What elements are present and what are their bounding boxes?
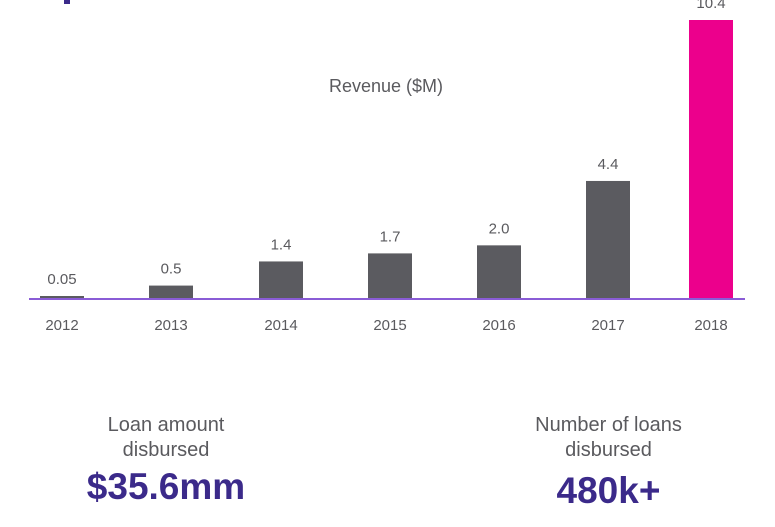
bar-2016 — [477, 245, 521, 299]
bars-layer — [40, 20, 733, 299]
revenue-bar-chart: Revenue ($M) 0.05 2012 0.5 2013 1.4 2014 1.7 20… — [29, 0, 745, 334]
bar-2014 — [259, 261, 303, 299]
x-tick-label-2015: 2015 — [373, 317, 406, 334]
stat-label-line2: disbursed — [122, 439, 210, 461]
bar-2012 — [40, 296, 84, 299]
stat-label-line2: disbursed — [565, 439, 652, 461]
x-tick-label-2012: 2012 — [45, 317, 78, 334]
bar-2018 — [689, 20, 733, 299]
stat-label-line1: Loan amount — [107, 414, 225, 436]
stat-loan-amount: Loan amount disbursed $35.6mm — [40, 413, 292, 509]
x-tick-label-2016: 2016 — [482, 317, 515, 334]
stat-value: $35.6mm — [86, 466, 246, 507]
x-tick-label-2014: 2014 — [264, 317, 297, 334]
data-label-2016: 2.0 — [489, 220, 510, 237]
x-tick-label-2018: 2018 — [694, 317, 727, 334]
bar-2013 — [149, 285, 193, 299]
stat-value: 480k+ — [556, 470, 661, 511]
bar-2017 — [586, 180, 630, 299]
data-label-2017: 4.4 — [598, 156, 619, 173]
bar-2015 — [368, 253, 412, 299]
data-label-2013: 0.5 — [161, 261, 182, 278]
x-tick-label-2017: 2017 — [591, 317, 624, 334]
stat-label-line1: Number of loans — [535, 414, 682, 436]
stat-number-of-loans: Number of loans disbursed 480k+ — [480, 413, 737, 513]
decorative-mark — [64, 0, 70, 4]
data-label-2015: 1.7 — [380, 228, 401, 245]
chart-title: Revenue ($M) — [329, 76, 443, 96]
data-label-2012: 0.05 — [47, 271, 76, 288]
labels-layer: 0.05 2012 0.5 2013 1.4 2014 1.7 2015 2.0 2016 4.4 2… — [45, 0, 727, 334]
x-tick-label-2013: 2013 — [154, 317, 187, 334]
data-label-2018: 10.4 — [696, 0, 725, 12]
data-label-2014: 1.4 — [271, 236, 292, 253]
